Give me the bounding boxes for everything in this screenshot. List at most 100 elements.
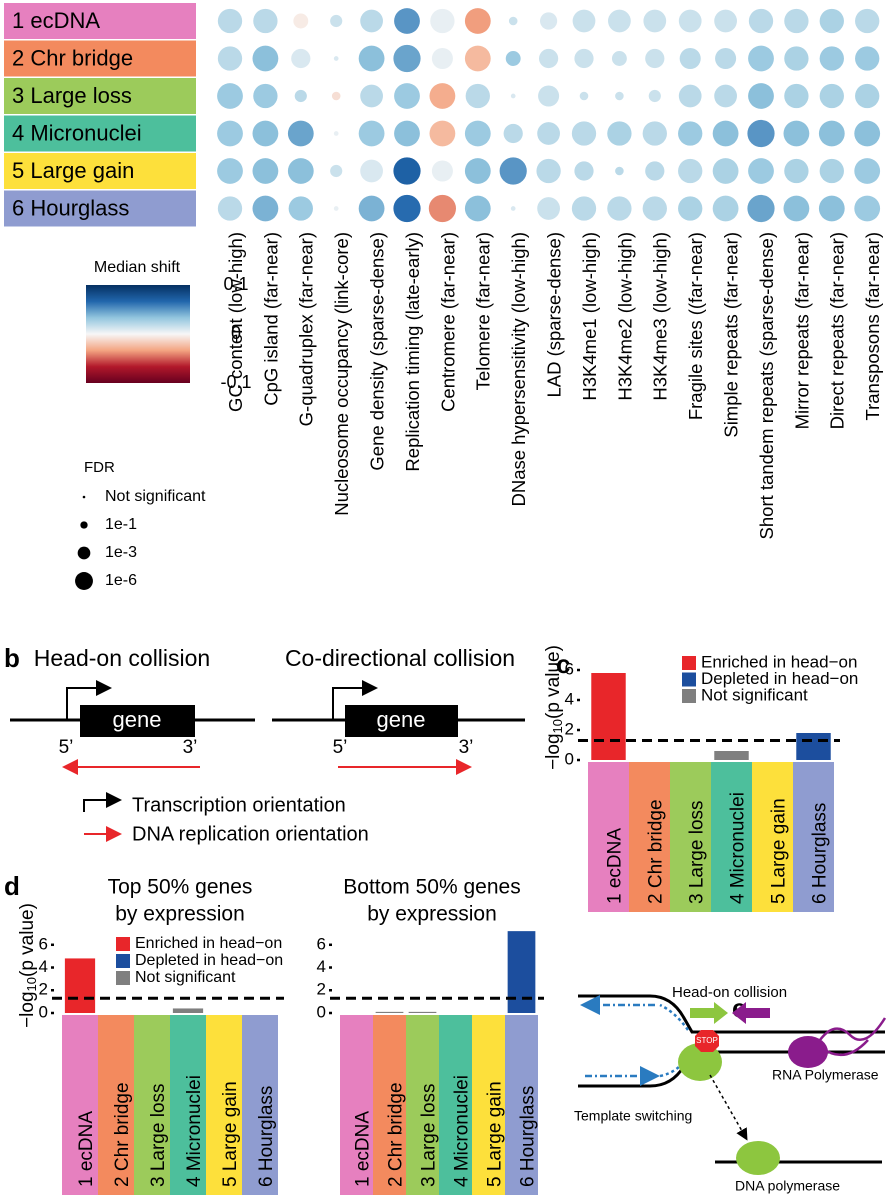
- bubble: [854, 195, 881, 222]
- category-box: [134, 1015, 170, 1195]
- bubble: [505, 51, 521, 66]
- column-label: Centromere (far-near): [437, 232, 458, 412]
- bubble: [748, 8, 774, 34]
- bar: [375, 1011, 404, 1013]
- bubble: [252, 158, 279, 184]
- dna-strand: [578, 994, 885, 1034]
- y-tick-label: 6: [39, 934, 48, 953]
- bubble: [217, 8, 243, 34]
- category-box: [170, 1015, 206, 1195]
- panel-label: b: [4, 643, 20, 673]
- legend-arrow: [83, 792, 122, 812]
- bubble: [287, 120, 314, 147]
- bubble: [358, 195, 385, 222]
- column-label: Replication timing (late-early): [402, 232, 423, 472]
- bubble: [748, 45, 774, 72]
- bubble: [538, 48, 559, 69]
- row-label: 1 ecDNA: [12, 8, 100, 33]
- bar: [172, 1008, 204, 1013]
- colorbar-tick-label: -0.1: [220, 372, 251, 392]
- row-label: 2 Chr bridge: [12, 45, 133, 70]
- bubble: [615, 166, 624, 176]
- x-tick-label: 4 Micronuclei: [184, 1075, 205, 1187]
- x-tick-label: 1 ecDNA: [353, 1111, 374, 1187]
- x-tick-label: 5 Large gain: [769, 798, 790, 904]
- bubble: [714, 84, 737, 108]
- chart-title: by expression: [115, 903, 245, 926]
- bubble: [607, 196, 632, 221]
- column-label: LAD (sparse-dense): [543, 232, 564, 398]
- column-label: Telomere (far-near): [473, 232, 494, 390]
- bubble: [430, 8, 455, 34]
- bubble: [510, 93, 516, 99]
- bubble: [854, 158, 881, 184]
- bubble: [714, 9, 737, 33]
- legend-label: Enriched in head−on: [701, 652, 857, 671]
- bubble: [819, 46, 844, 71]
- row-label-box: [4, 3, 196, 39]
- bubble: [431, 47, 453, 70]
- bubble: [819, 8, 844, 34]
- bubble: [678, 9, 702, 33]
- gene-box: [345, 705, 458, 737]
- bubble: [330, 164, 343, 178]
- chart-title: by expression: [367, 903, 497, 926]
- legend-swatch: [116, 937, 130, 951]
- bubble: [293, 13, 309, 29]
- bubble: [748, 83, 774, 109]
- y-tick-label: 0: [565, 749, 574, 768]
- size-legend-bubble: [77, 546, 91, 560]
- x-tick-label: 1 ecDNA: [76, 1111, 97, 1187]
- bubble: [428, 194, 456, 223]
- collision-arrow: [690, 1002, 728, 1024]
- size-legend-label: 1e-3: [105, 544, 137, 561]
- x-tick-label: 3 Large loss: [687, 800, 708, 904]
- column-label: H3K4me2 (low-high): [614, 232, 635, 401]
- x-tick-label: 2 Chr bridge: [646, 799, 667, 904]
- bubble: [465, 83, 490, 109]
- bubble: [291, 48, 311, 69]
- x-tick-label: 1 ecDNA: [605, 828, 626, 904]
- y-axis-label: −log10(p value): [543, 645, 565, 770]
- gene-label: gene: [377, 707, 426, 732]
- bubble: [783, 195, 810, 222]
- bubble: [499, 157, 527, 185]
- dna-polymerase: [736, 1141, 780, 1175]
- bubble: [288, 196, 313, 221]
- bubble: [510, 206, 516, 211]
- panel-label: d: [4, 871, 20, 901]
- colorbar-title: Median shift: [94, 259, 181, 276]
- bubble: [783, 120, 810, 147]
- bubble: [330, 14, 343, 28]
- bubble: [784, 158, 809, 184]
- bubble: [252, 120, 279, 147]
- y-tick-label: 4: [317, 957, 326, 976]
- category-box: [242, 1015, 278, 1195]
- y-tick-label: 2: [565, 719, 574, 738]
- bubble: [393, 157, 421, 185]
- category-box: [206, 1015, 242, 1195]
- bubble: [360, 84, 383, 108]
- diagram-e: Head-on collision STOP RNA Polymerase Te…: [574, 984, 887, 1194]
- bubble: [360, 159, 383, 183]
- y-axis-label-part: 10: [550, 719, 565, 733]
- bubble: [579, 91, 589, 101]
- column-label: Mirror repeats (far-near): [791, 232, 812, 429]
- diagram-text: Head-on collision: [672, 984, 787, 1001]
- y-axis-label-part: −log: [17, 991, 38, 1027]
- bubble: [645, 161, 665, 181]
- row-label-box: [4, 78, 196, 114]
- category-box: [505, 1015, 538, 1195]
- chart-title: Top 50% genes: [108, 876, 253, 899]
- bar: [714, 751, 749, 760]
- bubble: [358, 45, 385, 72]
- column-label: Nucleosome occupancy (link-core): [331, 232, 352, 516]
- row-label: 5 Large gain: [12, 158, 134, 183]
- category-box: [98, 1015, 134, 1195]
- bubble: [571, 121, 597, 146]
- bubble: [608, 9, 631, 33]
- bubble: [678, 196, 703, 221]
- size-legend-title: FDR: [84, 459, 115, 476]
- bubble: [464, 45, 491, 72]
- diagram-title: Co-directional collision: [285, 645, 515, 671]
